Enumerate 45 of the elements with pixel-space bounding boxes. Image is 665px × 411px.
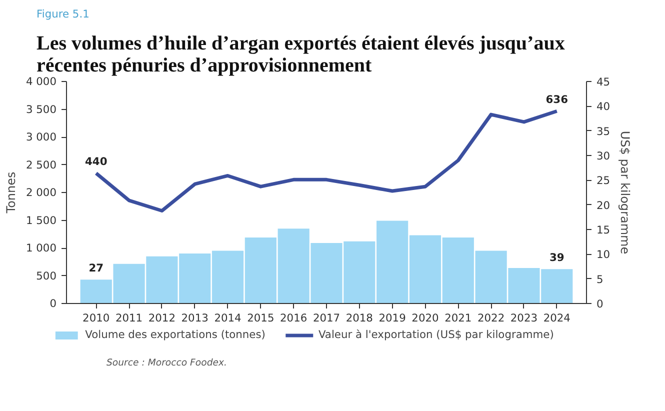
y2-tick-label: 35 xyxy=(596,124,610,138)
x-tick-label: 2011 xyxy=(115,312,143,324)
y-tick-label: 3 500 xyxy=(26,102,57,116)
y2-tick-label: 30 xyxy=(596,150,610,162)
y-axis-title: Tonnes xyxy=(4,172,18,214)
x-tick-label: 2020 xyxy=(412,312,440,324)
y-tick-label: 2 500 xyxy=(26,158,57,172)
x-tick-label: 2016 xyxy=(280,312,308,324)
annotation: 636 xyxy=(546,92,568,106)
y-tick-label: 1 500 xyxy=(26,214,57,227)
chart-subtitle: Figure 5.1 xyxy=(36,8,90,20)
legend-label: Valeur à l'exportation (US$ par kilogramme) xyxy=(318,328,554,341)
x-tick-label: 2012 xyxy=(148,312,176,324)
x-tick-label: 2014 xyxy=(214,312,242,324)
y2-tick-label: 15 xyxy=(596,224,610,236)
annotation: 39 xyxy=(549,251,564,264)
y-tick-label: 1 000 xyxy=(26,242,57,254)
annotation: 440 xyxy=(85,155,108,168)
x-tick-label: 2013 xyxy=(181,312,208,324)
y-tick-label: 4 000 xyxy=(26,75,57,88)
y2-tick-label: 5 xyxy=(596,272,604,286)
y2-tick-label: 10 xyxy=(596,248,610,262)
x-tick-label: 2010 xyxy=(82,312,110,324)
x-tick-label: 2019 xyxy=(378,312,406,324)
y-tick-label: 2 000 xyxy=(26,186,57,199)
y2-tick-label: 45 xyxy=(596,76,610,88)
source-note: Source : Morocco Foodex. xyxy=(106,358,227,368)
legend-label: Volume des exportations (tonnes) xyxy=(85,328,266,341)
annotation: 27 xyxy=(88,262,104,275)
y2-axis-title: US$ par kilogramme xyxy=(618,130,632,254)
y2-tick-label: 20 xyxy=(596,198,610,212)
y2-tick-label: 0 xyxy=(596,298,604,310)
chart-title: Les volumes d’huile d’argan exportés étaient élevés jusqu’aux récentes pénuries d’approvisionnement xyxy=(36,32,565,76)
y-tick-label: 3 000 xyxy=(26,130,57,144)
x-tick-label: 2024 xyxy=(543,312,571,324)
x-tick-label: 2022 xyxy=(477,312,505,324)
x-tick-label: 2015 xyxy=(247,312,274,324)
y-tick-label: 500 xyxy=(36,269,57,282)
x-tick-label: 2017 xyxy=(312,312,340,324)
x-tick-label: 2018 xyxy=(346,312,374,324)
y-tick-label: 0 xyxy=(50,297,57,310)
x-tick-label: 2021 xyxy=(444,312,472,324)
y2-tick-label: 25 xyxy=(596,174,610,188)
x-tick-label: 2023 xyxy=(510,312,538,324)
y2-tick-label: 40 xyxy=(596,100,610,114)
